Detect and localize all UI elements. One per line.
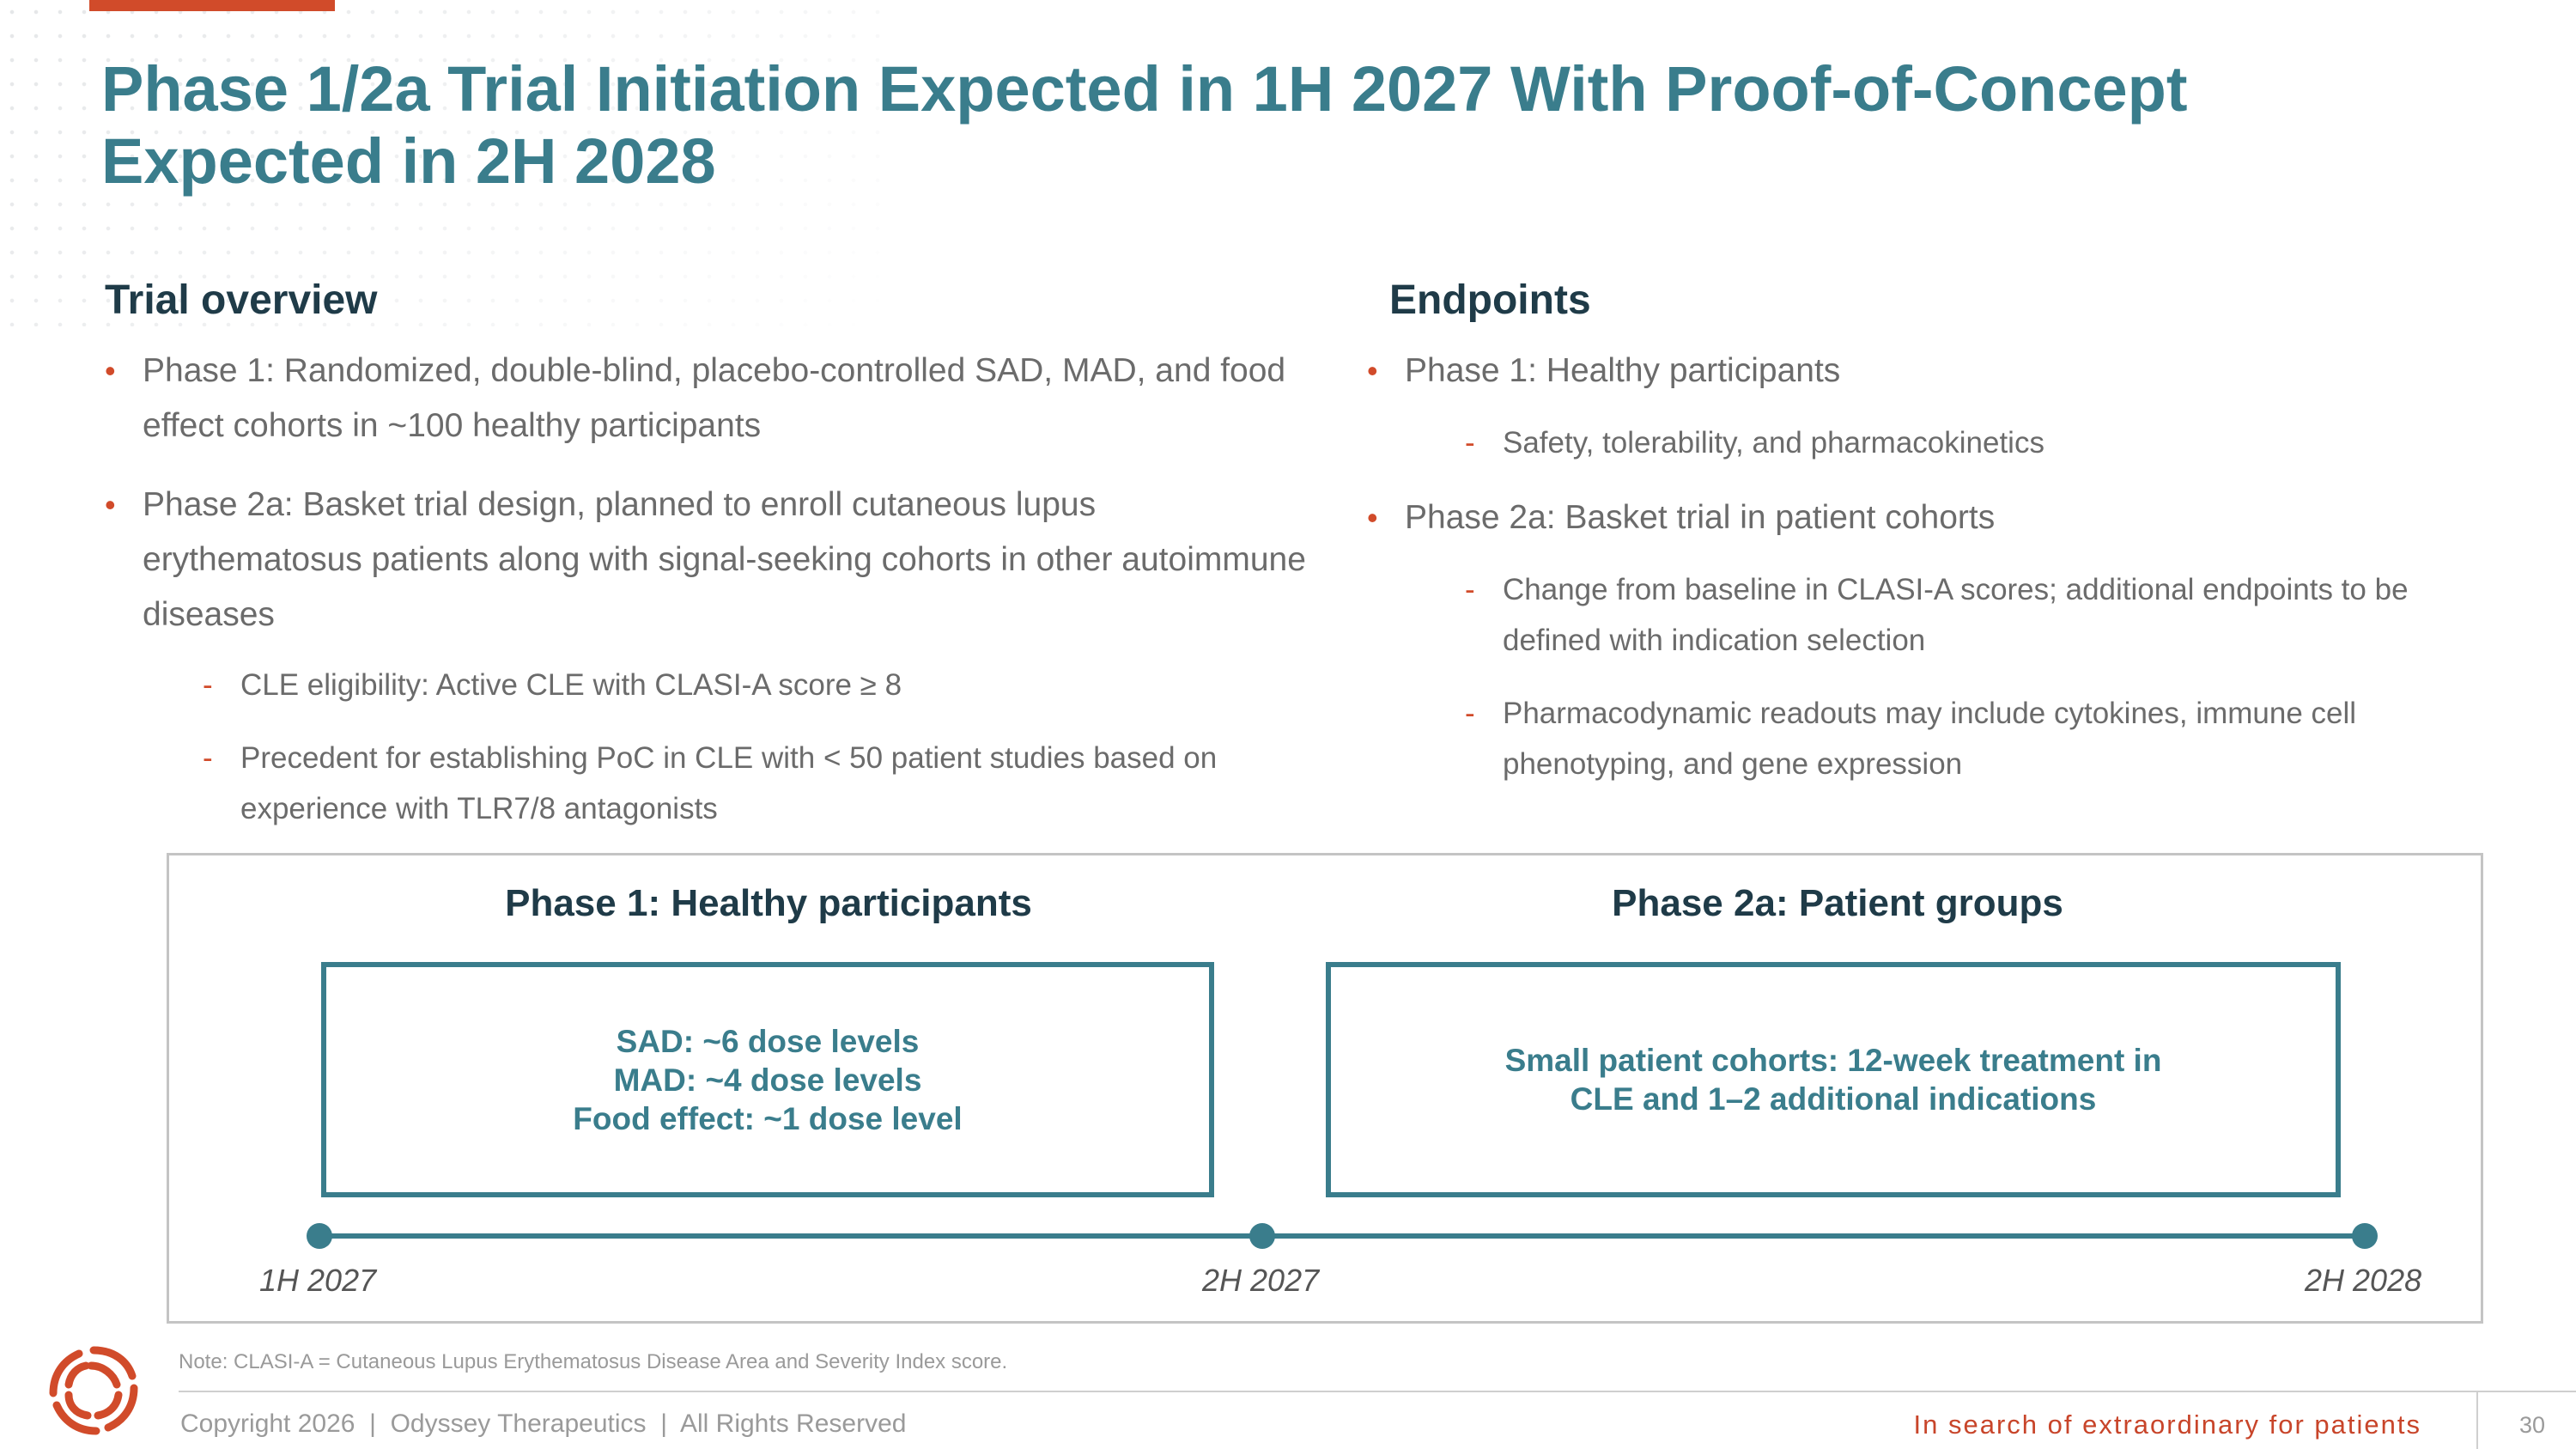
endpoints-heading: Endpoints — [1389, 277, 1591, 323]
company-tagline: In search of extraordinary for patients — [1913, 1409, 2421, 1440]
milestone-label-2h-2028: 2H 2028 — [2305, 1263, 2422, 1298]
odyssey-logo-icon — [49, 1346, 138, 1435]
phase2a-line-1: Small patient cohorts: 12-week treatment… — [1504, 1043, 2162, 1078]
phase1-mad-line: MAD: ~4 dose levels — [613, 1062, 922, 1098]
footnote: Note: CLASI-A = Cutaneous Lupus Erythema… — [179, 1350, 1008, 1373]
top-accent-bar — [89, 0, 335, 11]
endpoint-sub-clasi: Change from baseline in CLASI-A scores; … — [1367, 564, 2483, 666]
endpoint-sub-pharmacodynamic: Pharmacodynamic readouts may include cyt… — [1367, 688, 2483, 789]
decorative-dot-pattern — [0, 0, 893, 326]
timeline-phase2a-heading: Phase 2a: Patient groups — [1612, 882, 2063, 924]
overview-bullet-phase2a: Phase 2a: Basket trial design, planned t… — [105, 478, 1324, 642]
timeline-panel — [167, 853, 2483, 1324]
copyright-text: Copyright 2026 | Odyssey Therapeutics | … — [180, 1409, 907, 1438]
phase1-dose-box: SAD: ~6 dose levels MAD: ~4 dose levels … — [321, 962, 1214, 1197]
milestone-dot-2h-2028 — [2352, 1223, 2378, 1249]
page-title-line-2: Expected in 2H 2028 — [101, 125, 716, 197]
trial-overview-list: Phase 1: Randomized, double-blind, place… — [105, 344, 1324, 834]
milestone-dot-1h-2027 — [307, 1223, 332, 1249]
phase2a-line-2: CLE and 1–2 additional indications — [1570, 1081, 2097, 1117]
endpoints-list: Phase 1: Healthy participants Safety, to… — [1367, 344, 2483, 789]
phase1-food-effect-line: Food effect: ~1 dose level — [573, 1100, 963, 1136]
page-title-line-1: Phase 1/2a Trial Initiation Expected in … — [101, 53, 2188, 125]
timeline-phase1-heading: Phase 1: Healthy participants — [505, 882, 1032, 924]
endpoint-bullet-phase1: Phase 1: Healthy participants — [1367, 344, 2483, 399]
phase1-sad-line: SAD: ~6 dose levels — [616, 1023, 920, 1059]
milestone-label-2h-2027: 2H 2027 — [1202, 1263, 1320, 1298]
overview-bullet-phase1: Phase 1: Randomized, double-blind, place… — [105, 344, 1324, 454]
page-number: 30 — [2519, 1412, 2546, 1438]
overview-sub-cle-eligibility: CLE eligibility: Active CLE with CLASI-A… — [105, 660, 1324, 710]
endpoint-sub-safety: Safety, tolerability, and pharmacokineti… — [1367, 417, 2483, 468]
milestone-label-1h-2027: 1H 2027 — [259, 1263, 377, 1298]
footer-divider — [179, 1391, 2576, 1392]
overview-sub-precedent: Precedent for establishing PoC in CLE wi… — [105, 733, 1324, 834]
trial-overview-heading: Trial overview — [105, 277, 378, 323]
endpoint-bullet-phase2a: Phase 2a: Basket trial in patient cohort… — [1367, 490, 2483, 545]
phase2a-cohort-box: Small patient cohorts: 12-week treatment… — [1326, 962, 2341, 1197]
timeline-axis — [318, 1233, 2365, 1239]
page-title: Phase 1/2a Trial Initiation Expected in … — [101, 53, 2420, 198]
footer-page-separator — [2476, 1391, 2478, 1449]
milestone-dot-2h-2027 — [1249, 1223, 1275, 1249]
